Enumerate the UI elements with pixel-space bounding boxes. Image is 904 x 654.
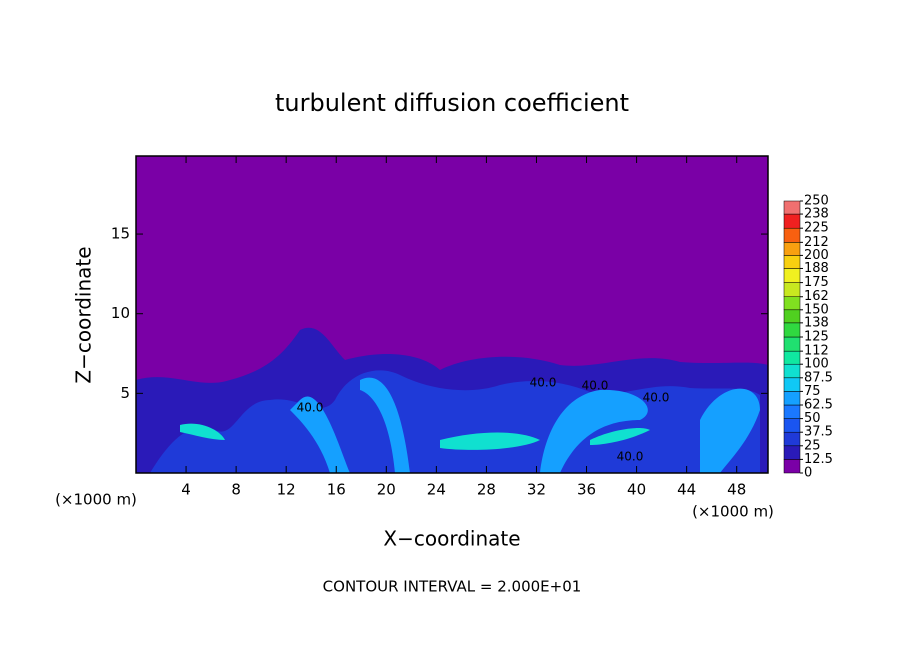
contour-label: 40.0	[530, 376, 557, 390]
colorbar-label: 250	[804, 194, 829, 209]
x-tick-label: 12	[277, 481, 296, 499]
colorbar-label: 75	[804, 384, 821, 399]
colorbar-cell	[783, 336, 801, 352]
chart-title: turbulent diffusion coefficient	[275, 89, 629, 117]
colorbar-cell	[783, 391, 801, 406]
colorbar-label: 188	[804, 261, 829, 276]
plot-frame	[135, 155, 769, 474]
x-tick-label: 24	[427, 481, 446, 499]
contour-field	[136, 156, 768, 474]
x-tick-label: 40	[627, 481, 646, 499]
colorbar-label: 238	[804, 207, 829, 222]
x-tick-label: 32	[527, 481, 546, 499]
colorbar-label: 225	[804, 221, 829, 236]
colorbar-cell	[783, 282, 801, 297]
colorbar-cell	[783, 363, 801, 379]
colorbar-label: 175	[804, 275, 829, 290]
colorbar-cell	[783, 309, 801, 324]
contour-label: 40.0	[617, 450, 644, 464]
footer: CONTOUR INTERVAL = 2.000E+01	[323, 578, 582, 596]
colorbar-label: 12.5	[804, 452, 833, 467]
colorbar-cell	[783, 255, 801, 269]
colorbar-cell	[783, 350, 801, 365]
colorbar-label: 112	[804, 344, 829, 359]
colorbar-cell	[783, 213, 801, 229]
contour-label: 40.0	[297, 401, 324, 415]
colorbar-cell	[783, 296, 801, 311]
colorbar-cell	[783, 227, 801, 243]
x-tick-label: 48	[727, 481, 746, 499]
colorbar-cell	[783, 445, 801, 460]
x-unit: (×1000 m)	[692, 503, 774, 521]
colorbar-label: 87.5	[804, 370, 833, 385]
x-axis-label: X−coordinate	[383, 527, 520, 551]
colorbar-cell	[783, 377, 801, 392]
y-tick-label: 10	[111, 304, 130, 322]
colorbar-label: 25	[804, 438, 821, 453]
y-axis-label: Z−coordinate	[72, 246, 96, 383]
colorbar-label: 62.5	[804, 398, 833, 413]
colorbar-cell	[783, 431, 801, 447]
x-tick-label: 28	[477, 481, 496, 499]
colorbar-cell	[783, 322, 801, 338]
y-unit: (×1000 m)	[55, 491, 137, 509]
colorbar-label: 125	[804, 330, 829, 345]
x-tick-label: 16	[327, 481, 346, 499]
y-tick-label: 5	[120, 384, 130, 402]
colorbar-cell	[783, 268, 801, 283]
colorbar-cell	[783, 200, 801, 215]
colorbar-label: 100	[804, 357, 829, 372]
x-tick-label: 4	[181, 481, 191, 499]
y-tick-label: 15	[111, 225, 130, 243]
x-tick-label: 8	[231, 481, 241, 499]
colorbar-label: 0	[804, 466, 812, 481]
x-tick-label: 36	[577, 481, 596, 499]
contour-label: 40.0	[582, 379, 609, 393]
colorbar-label: 212	[804, 235, 829, 250]
colorbar-label: 150	[804, 302, 829, 317]
colorbar-label: 50	[804, 411, 821, 426]
colorbar-label: 138	[804, 315, 829, 330]
colorbar-label: 37.5	[804, 425, 833, 440]
colorbar-label: 200	[804, 248, 829, 263]
x-tick-label: 44	[677, 481, 696, 499]
colorbar-label: 162	[804, 289, 829, 304]
colorbar-cell	[783, 404, 801, 419]
colorbar-cell	[783, 459, 801, 474]
contour-label: 40.0	[643, 391, 670, 405]
colorbar-cell	[783, 418, 801, 433]
colorbar-cell	[783, 242, 801, 256]
x-tick-label: 20	[377, 481, 396, 499]
